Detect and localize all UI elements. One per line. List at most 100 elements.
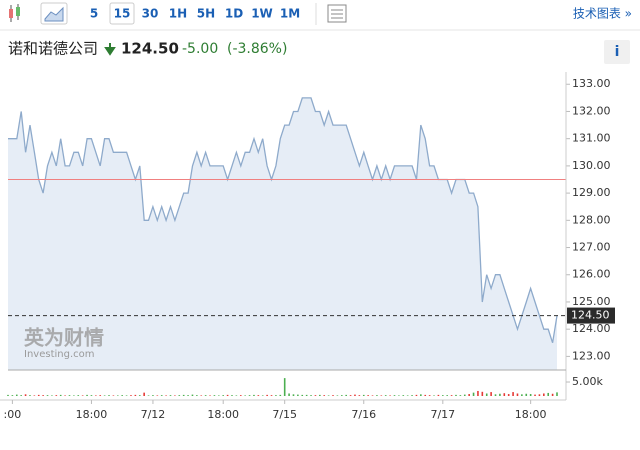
- interval-button[interactable]: 1D: [225, 7, 243, 21]
- volume-bar: [327, 395, 330, 396]
- volume-bar: [7, 394, 9, 396]
- volume-bar: [196, 395, 198, 396]
- info-label[interactable]: i: [615, 44, 620, 60]
- volume-bar: [24, 394, 27, 396]
- volume-bar: [490, 392, 492, 396]
- volume-bar: [20, 395, 22, 396]
- volume-bar: [200, 395, 203, 396]
- stock-name: 诺和诺德公司: [8, 40, 98, 58]
- volume-bar: [450, 395, 453, 396]
- volume-bar: [64, 395, 66, 396]
- volume-bar: [358, 395, 361, 396]
- interval-button[interactable]: 1W: [251, 7, 273, 21]
- volume-bar: [393, 395, 396, 396]
- volume-bar: [442, 395, 444, 396]
- info-button[interactable]: [604, 40, 630, 64]
- x-tick-label: 7/16: [351, 408, 376, 421]
- volume-bar: [204, 395, 207, 396]
- volume-bar: [424, 394, 427, 396]
- volume-bar: [261, 395, 264, 396]
- price-area: [8, 97, 557, 371]
- volume-bar: [512, 392, 514, 396]
- toolbar: 5 15 30 1H 5H 1D 1W 1M: [90, 2, 300, 25]
- area-icon-shape: [44, 6, 64, 22]
- volume-bar: [42, 395, 44, 396]
- y-tick-label: 124.00: [572, 322, 611, 335]
- volume-bar: [121, 395, 123, 396]
- volume-bar: [433, 395, 435, 396]
- interval-button[interactable]: 1H: [169, 7, 187, 21]
- interval-button[interactable]: 5: [90, 7, 98, 21]
- volume-bar: [182, 394, 185, 396]
- price: 124.50: [121, 40, 179, 58]
- candle-icon[interactable]: [9, 4, 20, 22]
- volume-bar: [551, 393, 554, 396]
- volume-bar: [525, 393, 528, 396]
- y-tick-label: 126.00: [572, 268, 611, 281]
- volume-bar: [446, 395, 448, 396]
- price-line: [8, 97, 558, 344]
- last-price-box: [567, 307, 615, 324]
- volume-bar: [257, 395, 260, 396]
- volume-bar: [222, 395, 225, 396]
- volume-bar: [297, 394, 299, 396]
- interval-button[interactable]: 1M: [280, 7, 300, 21]
- volume-bar: [169, 395, 172, 396]
- volume-bar: [103, 395, 106, 396]
- volume-bar: [288, 393, 290, 396]
- volume-bar: [191, 394, 194, 396]
- volume-bar: [349, 395, 352, 396]
- volume-bar: [459, 395, 462, 396]
- volume-bar: [384, 395, 387, 396]
- down-arrow: [104, 43, 116, 56]
- selected-button: [109, 2, 135, 25]
- watermark-site: Investing.com: [24, 349, 95, 360]
- change-pct: (-3.86%): [227, 41, 287, 57]
- volume-bar: [213, 395, 216, 396]
- last-price-label: 124.50: [571, 309, 610, 322]
- volume-bar: [310, 395, 312, 396]
- volume-bar: [376, 395, 378, 396]
- volume-bar: [209, 395, 211, 396]
- x-tick-label: 7/15: [272, 408, 297, 421]
- volume-bar: [345, 394, 347, 396]
- volume-bar: [253, 394, 255, 396]
- volume-bar: [340, 395, 343, 396]
- volume-bar: [534, 394, 536, 396]
- interval-button[interactable]: 15: [114, 7, 131, 21]
- volume-bar: [428, 395, 431, 396]
- y-tick-label: 128.00: [572, 213, 611, 226]
- volume-bar: [556, 392, 558, 396]
- volume-bar: [332, 395, 334, 396]
- volume-bar: [33, 395, 36, 396]
- volume-bar: [239, 395, 242, 396]
- interval-button[interactable]: 5H: [197, 7, 215, 21]
- candle-body: [16, 7, 20, 16]
- volume-bar: [218, 395, 220, 396]
- volume-bar: [485, 393, 488, 396]
- volume-bar: [455, 394, 457, 396]
- volume-bar: [117, 395, 119, 396]
- volume-bar: [314, 395, 317, 396]
- volume-bar: [138, 395, 141, 396]
- volume-bar: [130, 395, 132, 396]
- volume-bar: [547, 392, 550, 396]
- volume-bar: [143, 392, 145, 396]
- tech-chart-link[interactable]: 技术图表 »: [573, 7, 632, 21]
- volume-bar: [371, 395, 374, 396]
- y-tick-label: 123.00: [572, 349, 611, 362]
- plot: 123.00 124.00 125.00 126.00 127.00 128.00 129.…: [0, 72, 615, 421]
- x-tick-label: :00: [4, 408, 22, 421]
- volume-bar: [472, 392, 475, 396]
- volume-bar: [415, 394, 418, 396]
- x-tick-label: 7/17: [430, 408, 455, 421]
- volume-bar: [362, 394, 365, 396]
- volume-bar: [420, 394, 422, 396]
- volume-bar: [402, 395, 405, 396]
- interval-button[interactable]: 30: [142, 7, 159, 21]
- volume-bar: [86, 394, 88, 396]
- volume-bar: [319, 394, 321, 396]
- volume-bar: [507, 394, 510, 396]
